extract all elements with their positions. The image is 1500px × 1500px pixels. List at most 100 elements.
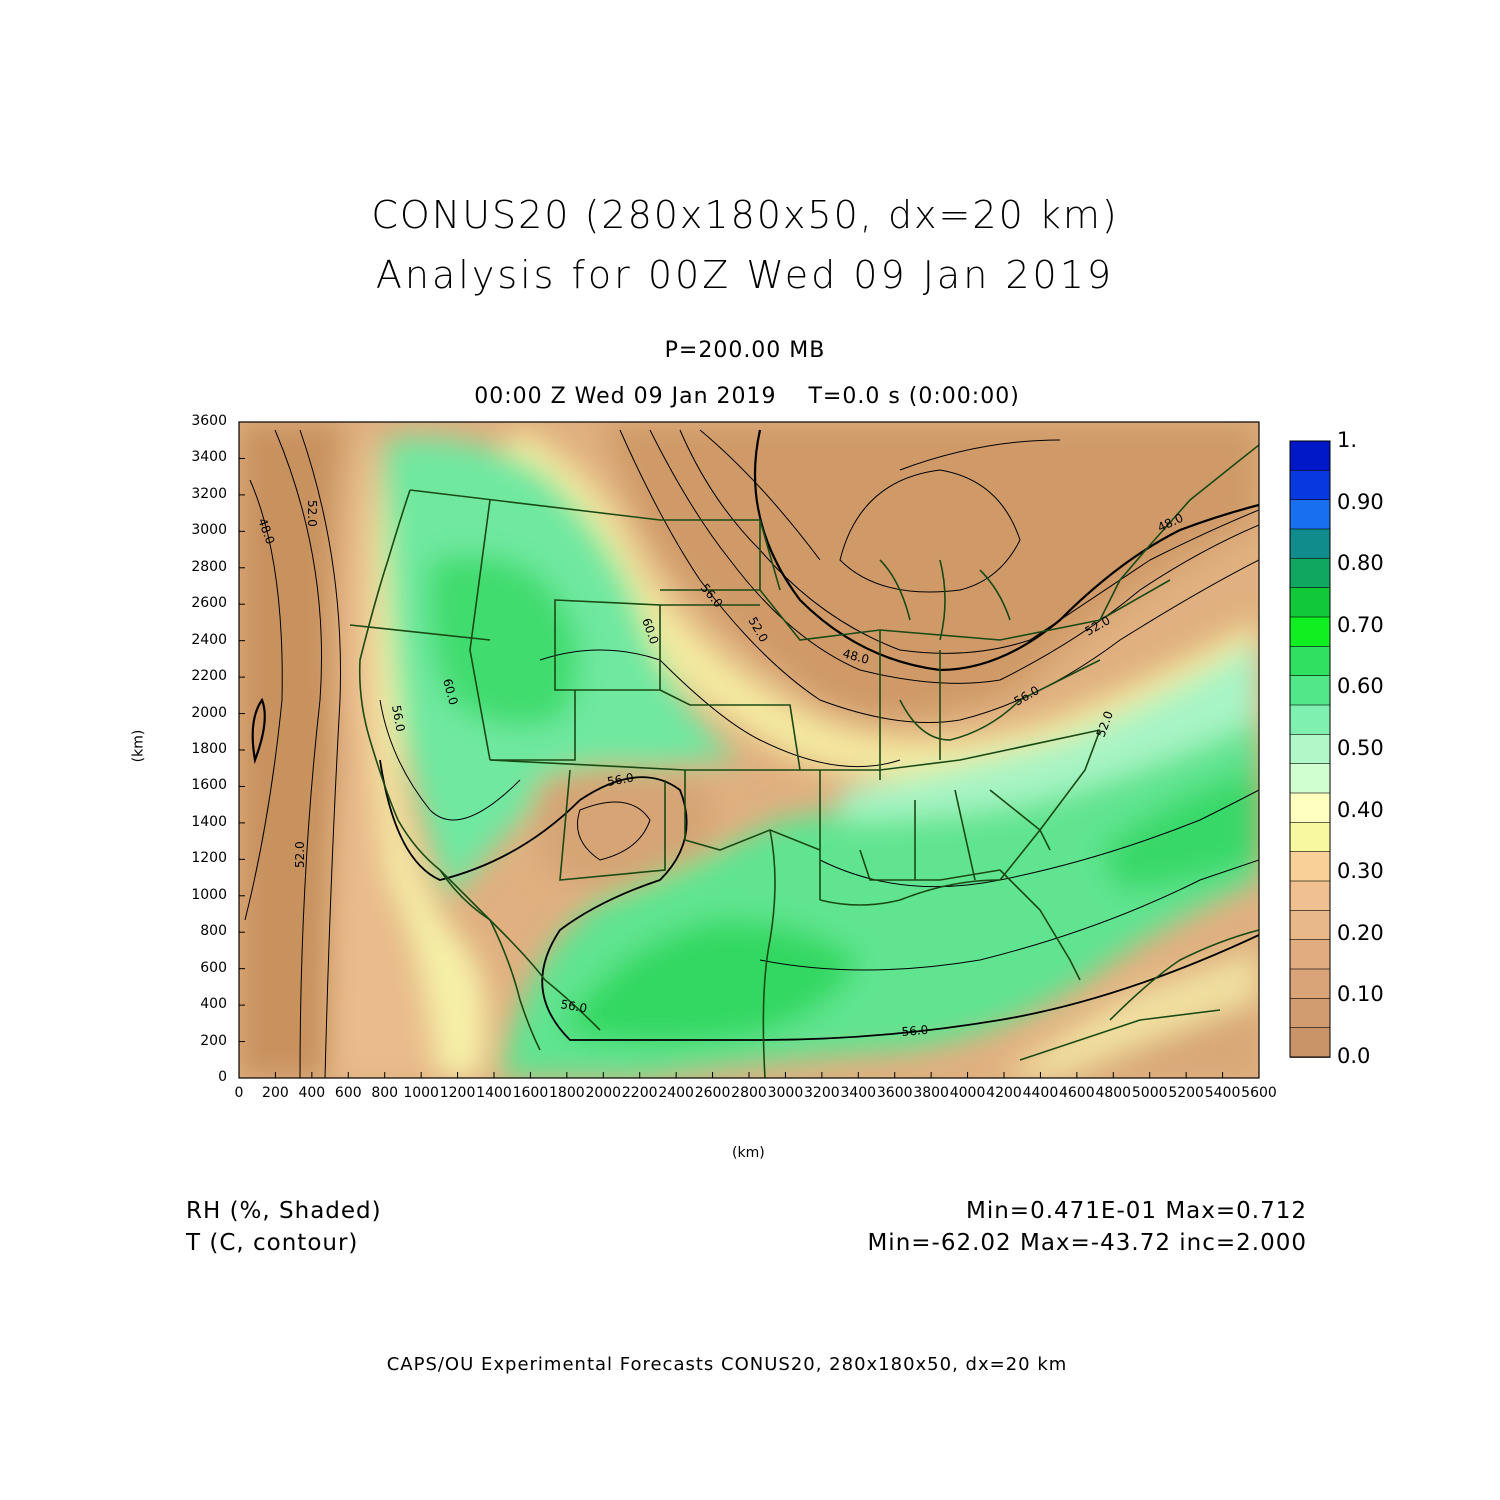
x-tick-label: 5000 xyxy=(1131,1085,1168,1101)
contour-label: 52.0 xyxy=(293,841,307,868)
colorbar-swatch xyxy=(1289,528,1331,560)
colorbar-swatch xyxy=(1289,763,1331,794)
x-tick-label: 5400 xyxy=(1204,1085,1241,1101)
y-axis-ticks xyxy=(239,421,245,1079)
contour-label: 56.0 xyxy=(389,704,407,733)
x-tick-label: 2200 xyxy=(621,1085,658,1101)
contour-label: 60.0 xyxy=(440,677,460,706)
x-tick-label: 4000 xyxy=(949,1085,986,1101)
map-title-line2: Analysis for 00Z Wed 09 Jan 2019 xyxy=(375,253,1115,297)
x-tick-label: 600 xyxy=(334,1085,362,1101)
y-tick-label: 2600 xyxy=(191,595,227,612)
x-tick-label: 5600 xyxy=(1241,1085,1277,1101)
y-tick-label: 3000 xyxy=(191,522,227,539)
x-tick-label: 200 xyxy=(262,1085,289,1101)
x-tick-label: 1800 xyxy=(549,1085,585,1101)
x-tick-label: 1400 xyxy=(476,1085,512,1101)
y-tick-label: 800 xyxy=(200,923,227,940)
colorbar-label: 0.90 xyxy=(1337,489,1384,514)
colorbar-swatch xyxy=(1289,822,1331,853)
colorbar-swatch xyxy=(1289,1027,1331,1058)
contour-label: 48.0 xyxy=(841,646,870,666)
colorbar-swatch xyxy=(1289,851,1331,882)
x-axis-label: (km) xyxy=(732,1145,765,1161)
colorbar-label: 0.80 xyxy=(1337,551,1384,576)
y-tick-label: 0 xyxy=(218,1069,227,1085)
state-boundaries xyxy=(349,444,1259,1078)
y-tick-label: 1000 xyxy=(191,886,227,903)
y-tick-label: 200 xyxy=(200,1032,227,1049)
colorbar-swatch xyxy=(1289,440,1331,472)
contour-label: 56.0 xyxy=(606,771,635,789)
colorbar-swatch xyxy=(1289,587,1331,618)
colorbar-swatch xyxy=(1289,968,1331,1000)
x-tick-label: 1200 xyxy=(439,1085,476,1101)
colorbar-label: 0.60 xyxy=(1337,674,1384,699)
colorbar-label: 0.10 xyxy=(1337,982,1384,1007)
x-tick-label: 4400 xyxy=(1022,1085,1059,1101)
contour-label: 52.0 xyxy=(305,500,319,527)
shaded-variable-stats: Min=0.471E-01 Max=0.712 xyxy=(965,1198,1307,1224)
colorbar-swatch xyxy=(1289,880,1331,912)
colorbar-swatch xyxy=(1289,704,1331,736)
colorbar-label: 0.70 xyxy=(1337,612,1384,637)
colorbar-label: 0.20 xyxy=(1337,920,1384,945)
x-tick-label: 4600 xyxy=(1059,1085,1095,1101)
x-tick-label: 3600 xyxy=(876,1085,913,1101)
colorbar-swatch xyxy=(1289,499,1331,530)
y-tick-label: 3400 xyxy=(191,449,227,466)
x-tick-label: 3800 xyxy=(913,1085,949,1101)
x-tick-label: 3200 xyxy=(804,1085,840,1101)
x-tick-label: 4200 xyxy=(986,1085,1022,1101)
y-axis-label: (km) xyxy=(130,729,147,763)
y-tick-label: 1200 xyxy=(191,850,227,867)
x-tick-label: 3400 xyxy=(840,1085,877,1101)
colorbar-label: 0.0 xyxy=(1337,1044,1371,1068)
y-tick-label: 400 xyxy=(200,996,227,1013)
x-tick-label: 2400 xyxy=(658,1085,694,1101)
colorbar-label: 0.50 xyxy=(1337,736,1384,760)
valid-time: 00:00 Z Wed 09 Jan 2019 T=0.0 s (0:00:00… xyxy=(474,384,1020,409)
pressure-level: P=200.00 MB xyxy=(664,338,826,363)
map-title-line1: CONUS20 (280x180x50, dx=20 km) xyxy=(371,193,1119,237)
y-tick-label: 600 xyxy=(200,959,227,976)
colorbar-swatch xyxy=(1289,675,1331,706)
colorbar xyxy=(1289,440,1331,1058)
colorbar-swatch xyxy=(1289,792,1331,824)
colorbar-swatch xyxy=(1289,646,1331,677)
temperature-contours xyxy=(244,429,1259,1078)
contour-label: 56.0 xyxy=(901,1023,929,1039)
x-tick-label: 1000 xyxy=(403,1085,439,1101)
rh-shading xyxy=(239,422,1259,1078)
shaded-variable-label: RH (%, Shaded) xyxy=(186,1198,382,1224)
colorbar-swatch xyxy=(1289,558,1331,589)
contour-variable-stats: Min=-62.02 Max=-43.72 inc=2.000 xyxy=(867,1230,1307,1256)
colorbar-swatch xyxy=(1289,470,1331,501)
y-tick-label: 3600 xyxy=(191,413,227,429)
y-tick-label: 3200 xyxy=(191,485,227,502)
colorbar-frame xyxy=(1289,440,1331,1058)
contour-label: 56.0 xyxy=(559,997,588,1015)
x-tick-label: 1600 xyxy=(512,1085,549,1101)
colorbar-swatch xyxy=(1289,910,1331,941)
contour-variable-label: T (C, contour) xyxy=(186,1230,359,1256)
y-tick-label: 2400 xyxy=(191,631,227,648)
x-tick-label: 2600 xyxy=(694,1085,731,1101)
y-tick-label: 2200 xyxy=(191,668,227,685)
x-tick-label: 4800 xyxy=(1095,1085,1132,1101)
x-tick-label: 0 xyxy=(234,1085,244,1101)
colorbar-swatch xyxy=(1289,616,1331,648)
colorbar-label: 1. xyxy=(1337,428,1358,452)
y-tick-label: 1400 xyxy=(191,813,227,830)
x-tick-label: 2000 xyxy=(585,1085,622,1101)
x-tick-label: 5200 xyxy=(1168,1085,1204,1101)
y-tick-label: 2000 xyxy=(191,704,227,721)
footer-credit: CAPS/OU Experimental Forecasts CONUS20, … xyxy=(386,1354,1068,1375)
colorbar-swatch xyxy=(1289,998,1331,1029)
x-tick-label: 400 xyxy=(298,1085,326,1101)
colorbar-label: 0.30 xyxy=(1337,859,1384,884)
x-axis-ticks xyxy=(238,1072,1260,1078)
x-tick-label: 2800 xyxy=(731,1085,767,1101)
y-tick-label: 1600 xyxy=(191,777,227,794)
y-tick-label: 2800 xyxy=(191,558,227,575)
